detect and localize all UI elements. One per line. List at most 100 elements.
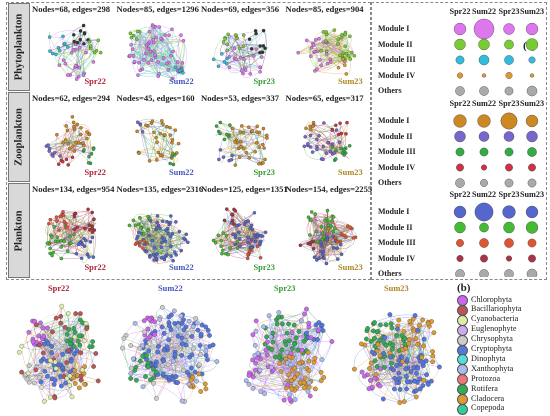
network-node (296, 329, 302, 334)
network-node (33, 322, 39, 328)
network-node (33, 367, 39, 373)
network-node (378, 366, 383, 372)
network-node (182, 338, 188, 343)
network-edge (240, 132, 250, 158)
network-node (175, 60, 180, 64)
network-edge (374, 314, 432, 323)
module-name: Module IV (378, 70, 416, 80)
network-node (346, 54, 351, 58)
network-node (73, 311, 79, 316)
network-node (285, 382, 291, 388)
network-node (301, 380, 307, 386)
network-node (293, 335, 299, 341)
network-node (253, 239, 258, 244)
network-node (169, 254, 173, 258)
network-node (414, 370, 419, 376)
network-node (387, 350, 393, 356)
network-node (67, 373, 73, 379)
network-node (235, 36, 240, 40)
module-table-header: Spr23 (498, 99, 520, 108)
network-node (225, 62, 229, 66)
network-node (171, 49, 175, 54)
network-node (401, 399, 407, 404)
network-edge (220, 122, 258, 131)
network-node (323, 226, 328, 230)
network-node (332, 246, 336, 250)
network-node (224, 233, 228, 238)
network-node (142, 238, 146, 243)
network-edge (26, 313, 76, 377)
network-node (203, 324, 209, 330)
legend-swatch (457, 334, 468, 346)
module-size-dot (528, 56, 536, 64)
network-node (273, 354, 278, 360)
network-node (220, 52, 224, 56)
network-node (129, 365, 134, 371)
network-edge (58, 229, 93, 236)
network-node (63, 41, 67, 46)
network-node (135, 29, 140, 34)
network-node (373, 372, 379, 377)
module-size-dot (525, 22, 539, 36)
network-edge (21, 346, 40, 378)
network-node (239, 69, 244, 73)
network-node (258, 233, 263, 238)
network-edge (58, 230, 82, 259)
network-node (55, 219, 59, 223)
network-node (407, 318, 413, 324)
network-node (339, 131, 344, 136)
network-node (348, 57, 353, 61)
network-node (64, 124, 68, 128)
network-edge (218, 55, 254, 67)
network-node (45, 241, 50, 245)
network-edge (337, 237, 354, 260)
network-node (138, 122, 143, 127)
network-node (65, 249, 70, 253)
network-node (45, 341, 51, 347)
network-node (275, 314, 281, 320)
network-node (188, 377, 194, 383)
network-node (331, 142, 335, 146)
network-node (58, 154, 62, 158)
network-node (222, 218, 227, 223)
module-size-dot (504, 86, 514, 96)
network-node (315, 328, 321, 333)
combined-network-0 (16, 303, 101, 404)
module-size-dot (526, 268, 538, 277)
network-node (388, 321, 394, 326)
row-label-plankton: Plankton (8, 183, 30, 278)
network-node (140, 343, 145, 349)
network-node (305, 350, 311, 355)
network-node (265, 136, 269, 140)
network-node (89, 152, 94, 156)
network-node (315, 137, 319, 142)
network-node (311, 359, 317, 365)
network-node (281, 397, 287, 403)
network-node (263, 347, 269, 353)
network-node (197, 343, 203, 348)
network-node (296, 50, 300, 55)
network-node (198, 352, 203, 357)
network-edge (369, 338, 425, 369)
network-edge (138, 242, 171, 247)
network-edge (314, 31, 324, 52)
network-node (128, 343, 134, 348)
network-node (152, 49, 156, 53)
module-size-dot (527, 147, 537, 157)
network-node (340, 151, 345, 155)
network-node (250, 357, 255, 363)
network-node (92, 50, 97, 55)
network-node (60, 365, 66, 371)
network-node (218, 120, 223, 125)
network-node (172, 153, 177, 157)
network-node (219, 238, 223, 243)
network-node (134, 37, 139, 41)
network-edge (232, 126, 258, 132)
network-node (166, 314, 172, 320)
network-node (303, 135, 307, 139)
network-node (403, 366, 409, 372)
network-node (159, 256, 164, 260)
network-edge (263, 308, 307, 327)
network-edge (129, 46, 149, 56)
network-node (389, 346, 395, 352)
